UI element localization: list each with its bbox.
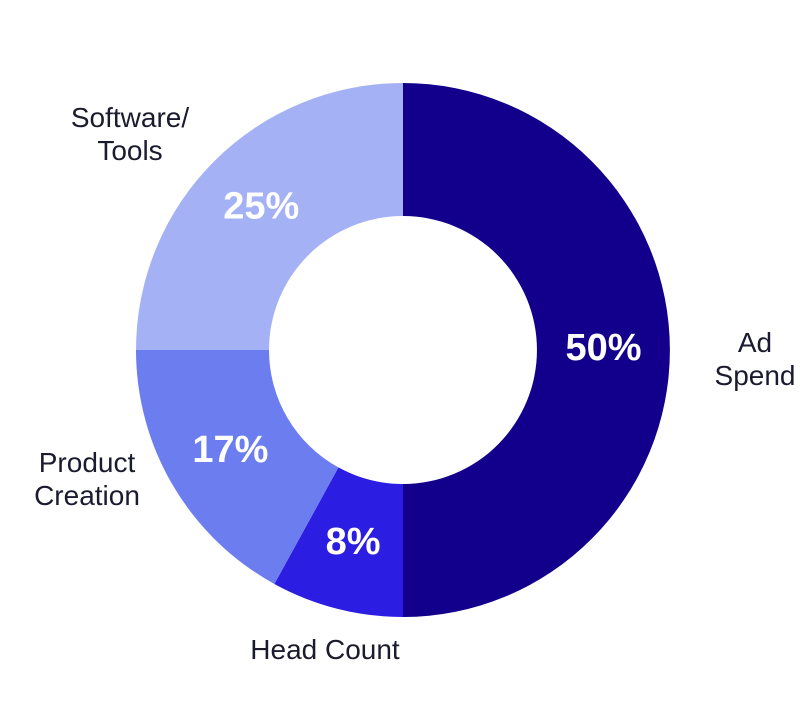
donut-slice <box>403 83 670 617</box>
value-label: 50% <box>565 327 641 369</box>
donut-slice <box>136 83 403 350</box>
value-label: 25% <box>223 185 299 227</box>
category-label: Software/Tools <box>71 102 189 166</box>
value-label: 8% <box>326 521 381 563</box>
donut-slice <box>136 350 339 584</box>
donut-slice <box>274 467 403 617</box>
category-label: Head Count <box>250 634 400 665</box>
category-label: Product Creation <box>34 447 140 511</box>
category-label: Ad Spend <box>715 327 796 391</box>
value-label: 17% <box>192 429 268 471</box>
